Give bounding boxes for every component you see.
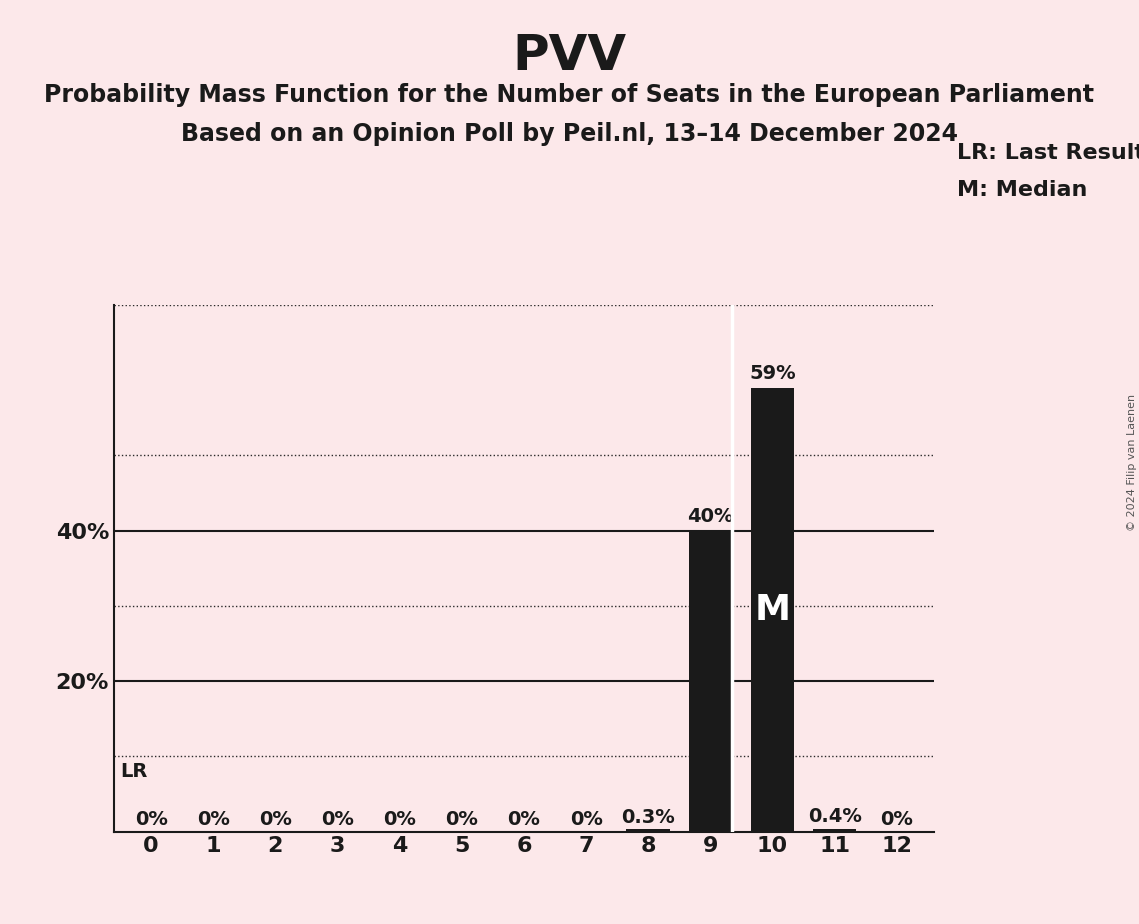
Text: Probability Mass Function for the Number of Seats in the European Parliament: Probability Mass Function for the Number… bbox=[44, 83, 1095, 107]
Text: 0%: 0% bbox=[445, 810, 478, 830]
Text: PVV: PVV bbox=[513, 32, 626, 80]
Bar bbox=[689, 530, 732, 832]
Text: Based on an Opinion Poll by Peil.nl, 13–14 December 2024: Based on an Opinion Poll by Peil.nl, 13–… bbox=[181, 122, 958, 146]
Text: 0%: 0% bbox=[880, 810, 913, 830]
Text: 0.3%: 0.3% bbox=[621, 808, 675, 827]
Bar bbox=[813, 829, 857, 832]
Text: M: M bbox=[754, 592, 790, 626]
Text: 0.4%: 0.4% bbox=[808, 808, 861, 826]
Text: 0%: 0% bbox=[570, 810, 603, 830]
Text: 0%: 0% bbox=[259, 810, 292, 830]
Text: 0%: 0% bbox=[383, 810, 416, 830]
Text: © 2024 Filip van Laenen: © 2024 Filip van Laenen bbox=[1126, 394, 1137, 530]
Bar bbox=[626, 830, 670, 832]
Text: 0%: 0% bbox=[321, 810, 354, 830]
Text: LR: LR bbox=[120, 762, 147, 781]
Text: 59%: 59% bbox=[749, 364, 796, 383]
Text: LR: Last Result: LR: Last Result bbox=[957, 143, 1139, 164]
Text: 0%: 0% bbox=[134, 810, 167, 830]
Bar bbox=[751, 388, 794, 832]
Text: 0%: 0% bbox=[508, 810, 540, 830]
Text: 0%: 0% bbox=[197, 810, 230, 830]
Text: M: Median: M: Median bbox=[957, 180, 1087, 201]
Text: 40%: 40% bbox=[687, 507, 734, 526]
